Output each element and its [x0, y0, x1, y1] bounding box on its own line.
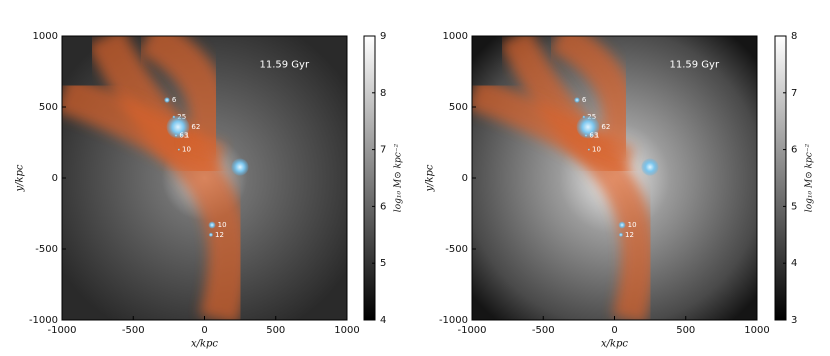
y-tick-label: -1000: [439, 315, 468, 326]
colorbar-tick-label: 4: [380, 315, 386, 326]
halo-label: 63: [589, 131, 598, 139]
halo: [584, 133, 588, 137]
halo: [231, 158, 249, 176]
gas-filament: [62, 73, 226, 183]
halo-label: 62: [601, 123, 610, 131]
x-tick-label: 500: [676, 325, 695, 336]
colorbar-tick-label: 9: [380, 31, 386, 42]
x-tick-label: -500: [532, 325, 555, 336]
gas-filament: [549, 36, 637, 155]
colorbar: [363, 35, 376, 321]
x-tick-label: 1000: [744, 325, 769, 336]
colorbar-tick-label: 7: [380, 145, 386, 156]
colorbar-label: log₁₀ M⊙ kpc⁻²: [394, 143, 404, 212]
colorbar-tick-label: 5: [380, 258, 386, 269]
y-tick-label: 500: [39, 102, 58, 113]
colorbar: [774, 35, 787, 321]
halo: [166, 115, 190, 139]
y-tick-label: 0: [462, 173, 468, 184]
time-annotation: 11.59 Gyr: [260, 59, 310, 70]
colorbar-tick-label: 8: [380, 88, 386, 99]
halo-label: 10: [628, 221, 637, 229]
plot-area: 62562631101012: [62, 36, 347, 320]
y-axis-label: y/kpc: [15, 164, 26, 192]
halo-label: 6: [172, 96, 177, 104]
halo: [618, 232, 624, 237]
gas-filament: [138, 36, 230, 156]
halo: [164, 97, 170, 103]
x-tick-label: 0: [201, 325, 207, 336]
x-tick-label: 0: [611, 325, 617, 336]
y-tick-label: -1000: [29, 315, 58, 326]
halo: [587, 148, 590, 151]
time-annotation: 11.59 Gyr: [670, 59, 720, 70]
halo: [180, 134, 183, 137]
halo: [576, 115, 600, 139]
halo-label: 10: [218, 221, 227, 229]
colorbar-tick-label: 7: [791, 88, 797, 99]
y-axis-label: y/kpc: [425, 164, 436, 192]
halo-label: 63: [179, 131, 188, 139]
halo: [641, 158, 659, 176]
halo: [208, 221, 216, 229]
y-tick-label: 1000: [443, 31, 468, 42]
halo: [174, 133, 178, 137]
halo-label: 12: [625, 231, 634, 239]
halo: [590, 134, 593, 137]
x-axis-label: x/kpc: [191, 339, 218, 350]
colorbar-tick-label: 8: [791, 31, 797, 42]
x-tick-label: 1000: [334, 325, 359, 336]
y-tick-label: -500: [445, 244, 468, 255]
halo-label: 1: [595, 131, 599, 139]
halo-label: 1: [185, 131, 189, 139]
colorbar-tick-label: 6: [791, 145, 797, 156]
colorbar-tick-label: 4: [791, 258, 797, 269]
y-tick-label: 500: [449, 102, 468, 113]
y-tick-label: 0: [52, 173, 58, 184]
gas-filament: [472, 76, 635, 180]
y-tick-label: 1000: [33, 31, 58, 42]
halo: [574, 97, 580, 103]
x-axis-label: x/kpc: [601, 339, 628, 350]
gas-filament: [499, 36, 656, 320]
halo-label: 62: [191, 123, 200, 131]
x-tick-label: -500: [122, 325, 145, 336]
colorbar-tick-label: 5: [791, 201, 797, 212]
halo: [618, 221, 626, 229]
plot-area: 62562631101012: [472, 36, 757, 320]
x-tick-label: -1000: [47, 325, 76, 336]
halo-label: 12: [215, 231, 224, 239]
halo-label: 6: [582, 96, 587, 104]
colorbar-label: log₁₀ M⊙ kpc⁻²: [805, 143, 815, 212]
colorbar-tick-label: 6: [380, 201, 386, 212]
colorbar-tick-label: 3: [791, 315, 797, 326]
halo-label: 10: [182, 146, 191, 154]
x-tick-label: -1000: [457, 325, 486, 336]
x-tick-label: 500: [266, 325, 285, 336]
halo: [177, 148, 180, 151]
halo-label: 10: [592, 146, 601, 154]
halo: [208, 232, 214, 237]
y-tick-label: -500: [35, 244, 58, 255]
